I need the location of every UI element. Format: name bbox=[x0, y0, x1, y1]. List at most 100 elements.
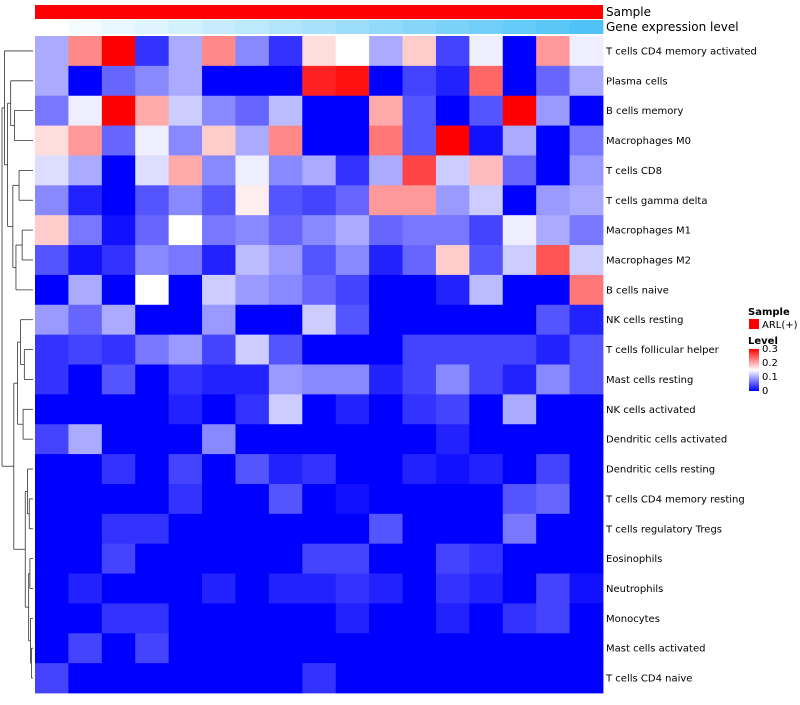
heatmap-cell bbox=[502, 125, 537, 156]
heatmap-cell bbox=[536, 483, 570, 515]
heatmap-cell bbox=[402, 663, 437, 694]
row-label: Dendritic cells activated bbox=[606, 435, 727, 446]
row-label: Macrophages M0 bbox=[606, 136, 691, 147]
heatmap-cell bbox=[35, 155, 69, 186]
heatmap-cells bbox=[35, 36, 604, 694]
legend-level-tick: 0.2 bbox=[762, 358, 778, 369]
heatmap-cell bbox=[168, 274, 203, 306]
heatmap-cell bbox=[202, 424, 236, 455]
heatmap-cell bbox=[335, 483, 370, 515]
heatmap-cell bbox=[536, 543, 570, 574]
heatmap-cell bbox=[101, 304, 136, 336]
annotation-cell-gene-expression bbox=[536, 20, 570, 34]
legend-level-tick: 0 bbox=[762, 386, 768, 397]
row-label: T cells CD8 bbox=[605, 166, 662, 177]
heatmap-cell bbox=[168, 95, 203, 126]
heatmap-cell bbox=[168, 483, 203, 515]
heatmap-cell bbox=[35, 364, 69, 395]
heatmap-cell bbox=[302, 364, 337, 395]
heatmap-cell bbox=[235, 245, 270, 276]
heatmap-cell bbox=[569, 185, 604, 216]
heatmap-cell bbox=[135, 304, 170, 336]
heatmap-cell bbox=[335, 543, 370, 574]
row-label: Macrophages M1 bbox=[606, 226, 691, 237]
heatmap-cell bbox=[168, 125, 203, 156]
row-label: Mast cells resting bbox=[606, 375, 693, 386]
annotation-cell-gene-expression bbox=[168, 20, 203, 34]
heatmap-cell bbox=[302, 334, 337, 365]
heatmap-cell bbox=[569, 394, 604, 425]
heatmap-cell bbox=[135, 573, 170, 604]
heatmap-cell bbox=[502, 513, 537, 545]
heatmap-cell bbox=[536, 334, 570, 365]
heatmap-cell bbox=[369, 663, 403, 694]
heatmap-cell bbox=[402, 245, 437, 276]
heatmap-cell bbox=[502, 603, 537, 634]
heatmap-cell bbox=[202, 215, 236, 246]
heatmap-cell bbox=[235, 394, 270, 425]
heatmap-cell bbox=[101, 663, 136, 694]
heatmap-cell bbox=[469, 603, 504, 634]
heatmap-cell bbox=[168, 334, 203, 365]
heatmap-cell bbox=[202, 394, 236, 425]
heatmap-cell bbox=[135, 603, 170, 634]
row-label: T cells CD4 naive bbox=[605, 674, 692, 685]
heatmap-cell bbox=[35, 334, 69, 365]
heatmap-cell bbox=[35, 454, 69, 485]
heatmap-cell bbox=[101, 364, 136, 395]
heatmap-cell bbox=[369, 394, 403, 425]
heatmap-cell bbox=[35, 304, 69, 336]
heatmap-cell bbox=[502, 334, 537, 365]
heatmap-cell bbox=[369, 274, 403, 306]
heatmap-cell bbox=[135, 274, 170, 306]
heatmap-cell bbox=[68, 364, 103, 395]
heatmap-cell bbox=[135, 36, 170, 67]
heatmap-cell bbox=[68, 543, 103, 574]
heatmap-cell bbox=[435, 36, 470, 67]
heatmap-cell bbox=[536, 155, 570, 186]
row-label: Plasma cells bbox=[606, 76, 668, 87]
heatmap-cell bbox=[168, 245, 203, 276]
heatmap-cell bbox=[101, 125, 136, 156]
heatmap-cell bbox=[302, 95, 337, 126]
heatmap-cell bbox=[502, 394, 537, 425]
heatmap-cell bbox=[135, 155, 170, 186]
heatmap-cell bbox=[135, 125, 170, 156]
heatmap-cell bbox=[435, 364, 470, 395]
heatmap-cell bbox=[569, 334, 604, 365]
heatmap-cell bbox=[68, 394, 103, 425]
heatmap-cell bbox=[502, 663, 537, 694]
heatmap-cell bbox=[435, 125, 470, 156]
heatmap-cell bbox=[268, 125, 303, 156]
heatmap-cell bbox=[369, 364, 403, 395]
heatmap-cell bbox=[369, 633, 403, 664]
heatmap-cell bbox=[536, 394, 570, 425]
heatmap-cell bbox=[569, 603, 604, 634]
legend: Sample ARL(+) Level 0.3 0.2 0.1 0 bbox=[748, 307, 798, 397]
heatmap-cell bbox=[35, 513, 69, 545]
heatmap-cell bbox=[402, 36, 437, 67]
heatmap-cell bbox=[536, 65, 570, 97]
heatmap-cell bbox=[135, 424, 170, 455]
heatmap-cell bbox=[335, 633, 370, 664]
heatmap-cell bbox=[68, 215, 103, 246]
heatmap-cell bbox=[335, 334, 370, 365]
heatmap-cell bbox=[569, 245, 604, 276]
heatmap-cell bbox=[302, 543, 337, 574]
heatmap-cell bbox=[435, 245, 470, 276]
heatmap-cell bbox=[302, 454, 337, 485]
heatmap-cell bbox=[68, 633, 103, 664]
heatmap-cell bbox=[502, 573, 537, 604]
annotation-label: Sample bbox=[606, 5, 651, 19]
heatmap-cell bbox=[435, 155, 470, 186]
heatmap-cell bbox=[235, 65, 270, 97]
heatmap-cell bbox=[202, 95, 236, 126]
annotation-cell-gene-expression bbox=[469, 20, 504, 34]
heatmap-cell bbox=[469, 274, 504, 306]
heatmap-cell bbox=[335, 394, 370, 425]
annotation-cell-gene-expression bbox=[202, 20, 236, 34]
row-label: Dendritic cells resting bbox=[606, 465, 715, 476]
heatmap-cell bbox=[268, 274, 303, 306]
heatmap-cell bbox=[402, 603, 437, 634]
heatmap-cell bbox=[35, 125, 69, 156]
